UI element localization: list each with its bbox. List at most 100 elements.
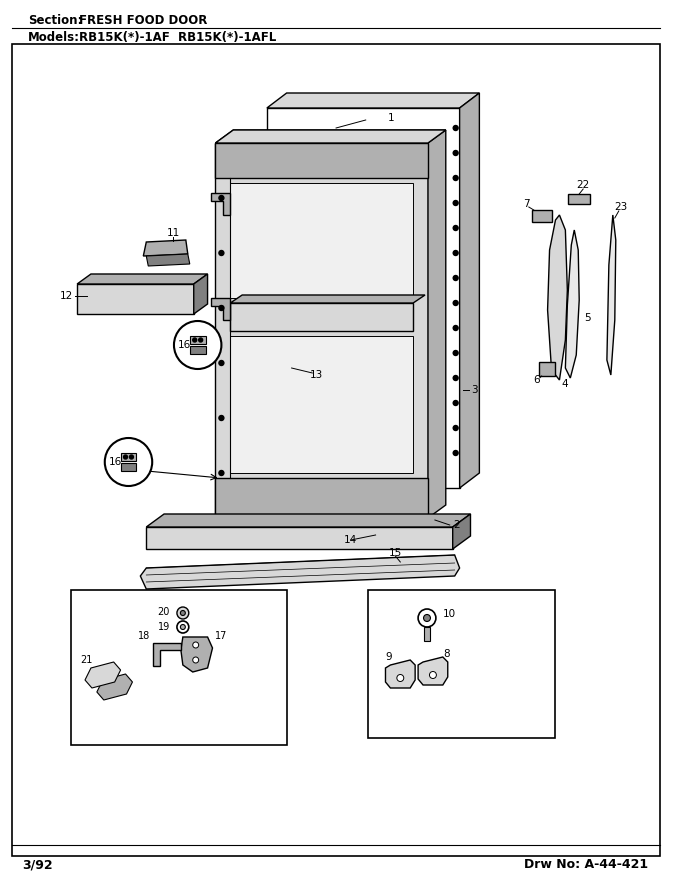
Bar — [71, 590, 287, 745]
Bar — [368, 590, 556, 738]
Bar — [190, 336, 205, 344]
Bar — [216, 478, 428, 518]
Bar — [190, 346, 205, 354]
Circle shape — [219, 471, 224, 475]
Text: FRESH FOOD DOOR: FRESH FOOD DOOR — [79, 14, 207, 27]
Bar — [216, 143, 428, 518]
Polygon shape — [153, 643, 181, 666]
Polygon shape — [547, 215, 567, 380]
Polygon shape — [85, 662, 120, 688]
Text: 18: 18 — [138, 631, 150, 641]
Text: Section:: Section: — [28, 14, 82, 27]
Polygon shape — [77, 274, 207, 284]
Bar — [532, 210, 551, 222]
Circle shape — [174, 321, 222, 369]
Text: 19: 19 — [158, 622, 170, 632]
Text: 3: 3 — [471, 385, 478, 395]
Circle shape — [453, 301, 458, 305]
Circle shape — [219, 305, 224, 311]
Polygon shape — [453, 514, 471, 549]
Circle shape — [430, 671, 437, 678]
Text: 13: 13 — [309, 370, 323, 380]
Polygon shape — [146, 514, 471, 527]
Circle shape — [219, 416, 224, 420]
Polygon shape — [428, 130, 446, 518]
Bar — [216, 143, 428, 178]
Polygon shape — [211, 298, 231, 320]
Circle shape — [219, 250, 224, 255]
Polygon shape — [607, 215, 616, 375]
Circle shape — [453, 250, 458, 255]
Text: 16: 16 — [178, 340, 192, 350]
Circle shape — [180, 611, 186, 616]
Circle shape — [453, 276, 458, 280]
Polygon shape — [460, 93, 479, 488]
Circle shape — [105, 438, 152, 486]
Bar — [539, 362, 554, 376]
Text: 21: 21 — [80, 655, 92, 665]
Text: 16: 16 — [109, 457, 122, 467]
Polygon shape — [181, 637, 213, 672]
Text: 8: 8 — [443, 649, 450, 659]
Text: 12: 12 — [60, 291, 73, 301]
Bar — [231, 303, 413, 331]
Circle shape — [177, 621, 189, 633]
Polygon shape — [216, 130, 446, 143]
Circle shape — [453, 150, 458, 156]
Polygon shape — [146, 254, 190, 266]
Text: Drw No: A-44-421: Drw No: A-44-421 — [524, 858, 648, 871]
Text: 7: 7 — [524, 199, 530, 209]
Polygon shape — [231, 295, 425, 303]
Text: 11: 11 — [167, 228, 180, 238]
Text: 3/92: 3/92 — [22, 858, 52, 871]
Text: 1: 1 — [388, 113, 394, 123]
Circle shape — [192, 338, 197, 342]
Bar — [231, 183, 413, 298]
Circle shape — [453, 225, 458, 231]
Bar — [231, 336, 413, 473]
Text: 10: 10 — [443, 609, 456, 619]
Polygon shape — [194, 274, 207, 314]
Circle shape — [418, 609, 436, 627]
Circle shape — [177, 607, 189, 619]
Bar — [120, 453, 137, 461]
Bar — [146, 527, 453, 549]
Polygon shape — [97, 674, 133, 700]
Circle shape — [124, 455, 128, 459]
Polygon shape — [386, 660, 415, 688]
Text: 2: 2 — [454, 520, 460, 530]
Text: 4: 4 — [561, 379, 568, 389]
Bar — [568, 194, 590, 204]
Bar — [424, 627, 430, 641]
Text: RB15K(*)-1AF  RB15K(*)-1AFL: RB15K(*)-1AF RB15K(*)-1AFL — [79, 31, 276, 44]
Circle shape — [397, 675, 404, 682]
Circle shape — [453, 425, 458, 431]
Text: 20: 20 — [158, 607, 170, 617]
Circle shape — [453, 400, 458, 406]
Circle shape — [453, 351, 458, 355]
Circle shape — [424, 614, 430, 621]
Polygon shape — [267, 93, 479, 108]
Circle shape — [453, 175, 458, 181]
Polygon shape — [565, 230, 579, 378]
Polygon shape — [216, 130, 446, 143]
Text: 9: 9 — [385, 652, 392, 662]
Circle shape — [192, 657, 199, 663]
Polygon shape — [109, 686, 144, 712]
Circle shape — [219, 360, 224, 366]
Text: 15: 15 — [389, 548, 402, 558]
Circle shape — [129, 455, 133, 459]
Bar — [267, 108, 460, 488]
Text: Models:: Models: — [28, 31, 80, 44]
Bar — [120, 463, 137, 471]
Text: 22: 22 — [577, 180, 590, 190]
Text: 5: 5 — [584, 313, 590, 323]
Circle shape — [453, 200, 458, 206]
Polygon shape — [143, 240, 188, 256]
Circle shape — [192, 642, 199, 648]
Text: 17: 17 — [214, 631, 227, 641]
Polygon shape — [140, 555, 460, 589]
Circle shape — [453, 450, 458, 456]
Circle shape — [453, 326, 458, 330]
Bar — [77, 284, 194, 314]
